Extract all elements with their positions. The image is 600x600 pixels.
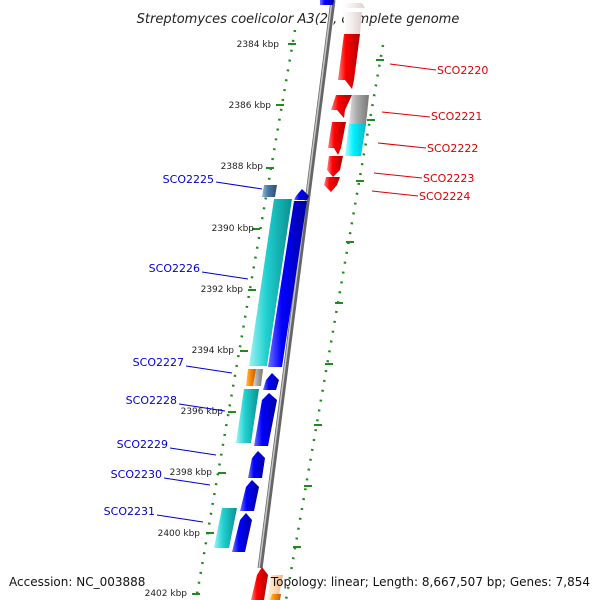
- partial-orange-feature-bottom[interactable]: [270, 594, 281, 600]
- label-sco2221[interactable]: SCO2221: [431, 110, 482, 123]
- label-sco2224[interactable]: SCO2224: [419, 190, 470, 203]
- gene-sco2225[interactable]: [294, 189, 309, 200]
- label-sco2228[interactable]: SCO2228: [126, 394, 177, 407]
- gene-sco2228[interactable]: [254, 393, 277, 446]
- reverse-gene-labels: SCO2220 SCO2221 SCO2222 SCO2223 SCO2224: [419, 64, 488, 203]
- right-tick-marks: [293, 59, 384, 548]
- tick-label-2390: 2390 kbp: [212, 224, 255, 234]
- gene-sco2221-red[interactable]: [331, 95, 352, 118]
- right-ruler-dots: [284, 44, 385, 600]
- forward-gene-labels: SCO2225 SCO2226 SCO2227 SCO2228 SCO2229 …: [104, 173, 214, 518]
- gene-sco2231[interactable]: [232, 513, 252, 552]
- label-sco2225[interactable]: SCO2225: [163, 173, 214, 186]
- tick-label-2394: 2394 kbp: [192, 346, 235, 356]
- gene-sco2222-cyan[interactable]: [345, 124, 366, 156]
- chromosome-axis: [253, 0, 336, 600]
- genome-title: Streptomyces coelicolor A3(2), complete …: [137, 12, 460, 27]
- gene-sco2221-gray[interactable]: [349, 95, 369, 124]
- gene-sco2230[interactable]: [240, 480, 259, 511]
- forward-strand-genes: [214, 185, 309, 552]
- forward-leader-lines: [156, 181, 263, 523]
- tick-label-2384: 2384 kbp: [237, 40, 280, 50]
- accession-text: Accession: NC_003888: [9, 575, 145, 589]
- reverse-strand-genes: [324, 12, 369, 192]
- gene-sco2229[interactable]: [248, 451, 265, 478]
- gene-sco2228-cyan[interactable]: [236, 389, 259, 443]
- label-sco2226[interactable]: SCO2226: [149, 262, 200, 275]
- genome-info-text: Topology: linear; Length: 8,667,507 bp; …: [270, 575, 590, 589]
- gene-sco2222-red[interactable]: [328, 122, 346, 155]
- tick-label-2402: 2402 kbp: [145, 589, 188, 599]
- label-sco2227[interactable]: SCO2227: [133, 356, 184, 369]
- gene-sco2223[interactable]: [327, 156, 343, 177]
- gene-sco2226[interactable]: [268, 201, 307, 367]
- label-sco2222[interactable]: SCO2222: [427, 142, 478, 155]
- reverse-leader-lines: [371, 63, 437, 197]
- partial-forward-gene-top[interactable]: [320, 0, 334, 5]
- tick-label-2392: 2392 kbp: [201, 285, 244, 295]
- tick-labels: 2384 kbp 2386 kbp 2388 kbp 2390 kbp 2392…: [145, 40, 280, 599]
- tick-label-2388: 2388 kbp: [221, 162, 264, 172]
- label-sco2231[interactable]: SCO2231: [104, 505, 155, 518]
- pale-feature-top[interactable]: [343, 12, 362, 34]
- tick-label-2400: 2400 kbp: [158, 529, 201, 539]
- label-sco2230[interactable]: SCO2230: [111, 468, 162, 481]
- bottom-partial-genes: [251, 567, 283, 600]
- gene-sco2227[interactable]: [263, 373, 279, 390]
- partial-pale-feature-top[interactable]: [343, 3, 365, 8]
- gene-sco2227-orange[interactable]: [246, 369, 256, 386]
- gene-sco2231-cyan[interactable]: [214, 508, 237, 548]
- left-tick-marks: [192, 43, 296, 595]
- gene-sco2220[interactable]: [338, 34, 360, 89]
- gene-sco2225-steel[interactable]: [262, 185, 277, 197]
- gene-sco2227-gray[interactable]: [253, 369, 263, 386]
- partial-red-gene-bottom[interactable]: [251, 567, 268, 600]
- gene-sco2224[interactable]: [324, 177, 340, 192]
- tick-label-2386: 2386 kbp: [229, 101, 272, 111]
- gene-sco2226-cyan[interactable]: [249, 199, 292, 366]
- label-sco2220[interactable]: SCO2220: [437, 64, 488, 77]
- label-sco2229[interactable]: SCO2229: [117, 438, 168, 451]
- chromosome-axis-highlight: [254, 0, 333, 600]
- tick-label-2398: 2398 kbp: [170, 468, 213, 478]
- partial-peach-feature-bottom[interactable]: [267, 575, 283, 600]
- label-sco2223[interactable]: SCO2223: [423, 172, 474, 185]
- tick-label-2396: 2396 kbp: [181, 407, 224, 417]
